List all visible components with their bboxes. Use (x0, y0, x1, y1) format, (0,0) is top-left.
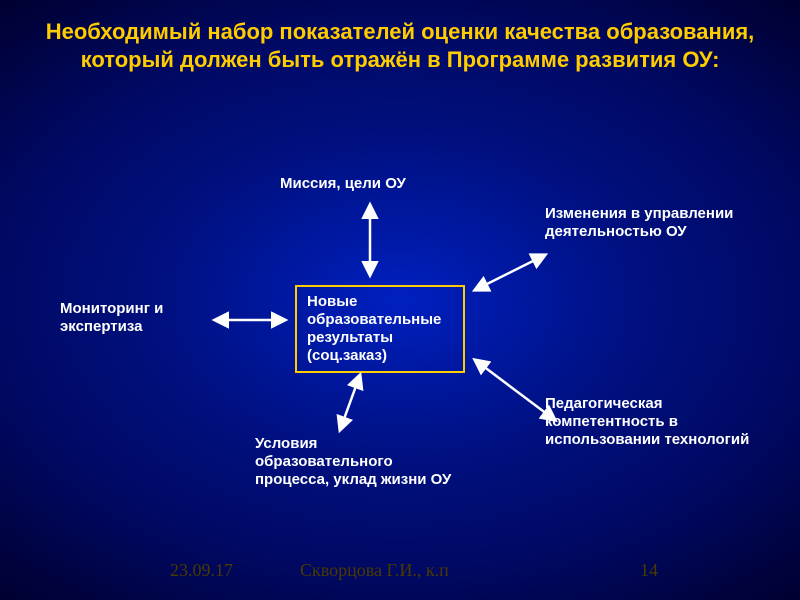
node-right-upper: Изменения в управлении деятельностью ОУ (545, 205, 755, 241)
node-top: Миссия, цели ОУ (280, 175, 480, 193)
center-box: Новыеобразовательныерезультаты(соц.заказ… (295, 285, 465, 373)
footer-author: Скворцова Г.И., к.п (300, 560, 449, 581)
node-right-lower: Педагогическая компетентность в использо… (545, 395, 755, 449)
slide-title: Необходимый набор показателей оценки кач… (40, 18, 760, 73)
footer-page: 14 (640, 560, 658, 581)
node-left: Мониторинг и экспертиза (60, 300, 210, 336)
footer-date: 23.09.17 (170, 560, 233, 581)
node-bottom: Условия образовательного процесса, уклад… (255, 435, 455, 489)
